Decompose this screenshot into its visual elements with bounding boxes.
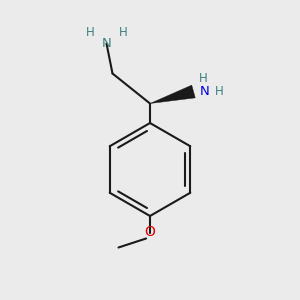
- Text: H: H: [85, 26, 94, 39]
- Text: H: H: [118, 26, 127, 39]
- Text: H: H: [199, 72, 208, 86]
- Text: N: N: [102, 37, 111, 50]
- Text: N: N: [200, 85, 210, 98]
- Text: H: H: [215, 85, 224, 98]
- Text: O: O: [145, 226, 155, 239]
- Polygon shape: [150, 85, 195, 103]
